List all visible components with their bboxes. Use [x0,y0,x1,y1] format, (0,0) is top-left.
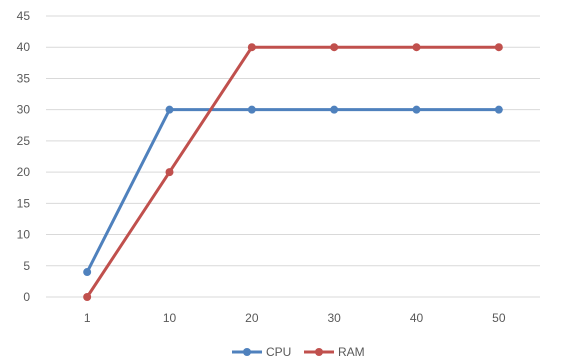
legend: CPU RAM [232,345,365,359]
x-axis-ticks: 1 10 20 30 40 50 [84,311,506,325]
y-axis-ticks: 0 5 10 15 20 25 30 35 40 45 [17,9,31,304]
series-line-cpu [85,108,501,274]
y-tick-label: 30 [17,103,31,117]
y-tick-label: 15 [17,196,31,210]
series-line-ram [85,45,501,299]
data-point-cpu [412,105,421,114]
data-point-cpu [494,105,503,114]
data-point-ram [165,168,174,177]
y-tick-label: 25 [17,134,31,148]
y-tick-label: 0 [23,290,30,304]
x-tick-label: 10 [163,311,177,325]
x-tick-label: 30 [327,311,341,325]
data-point-ram [412,43,421,52]
y-tick-label: 40 [17,40,31,54]
data-point-ram [83,293,92,301]
gridlines [46,15,540,298]
x-tick-label: 40 [410,311,424,325]
data-point-cpu [83,268,92,277]
y-tick-label: 20 [17,165,31,179]
y-tick-label: 5 [23,259,30,273]
data-point-cpu [247,105,256,114]
y-tick-label: 45 [17,9,31,23]
series-lines [83,43,503,301]
data-point-cpu [330,105,339,114]
x-tick-label: 50 [492,311,506,325]
legend-marker-ram [315,348,323,356]
data-point-cpu [165,105,174,114]
y-tick-label: 10 [17,228,31,242]
legend-label-cpu: CPU [266,345,291,359]
data-point-ram [330,43,339,52]
x-tick-label: 1 [84,311,91,325]
y-tick-label: 35 [17,71,31,85]
legend-label-ram: RAM [338,345,365,359]
data-point-ram [494,43,503,52]
x-tick-label: 20 [245,311,259,325]
legend-marker-cpu [243,348,251,356]
data-point-ram [247,43,256,52]
